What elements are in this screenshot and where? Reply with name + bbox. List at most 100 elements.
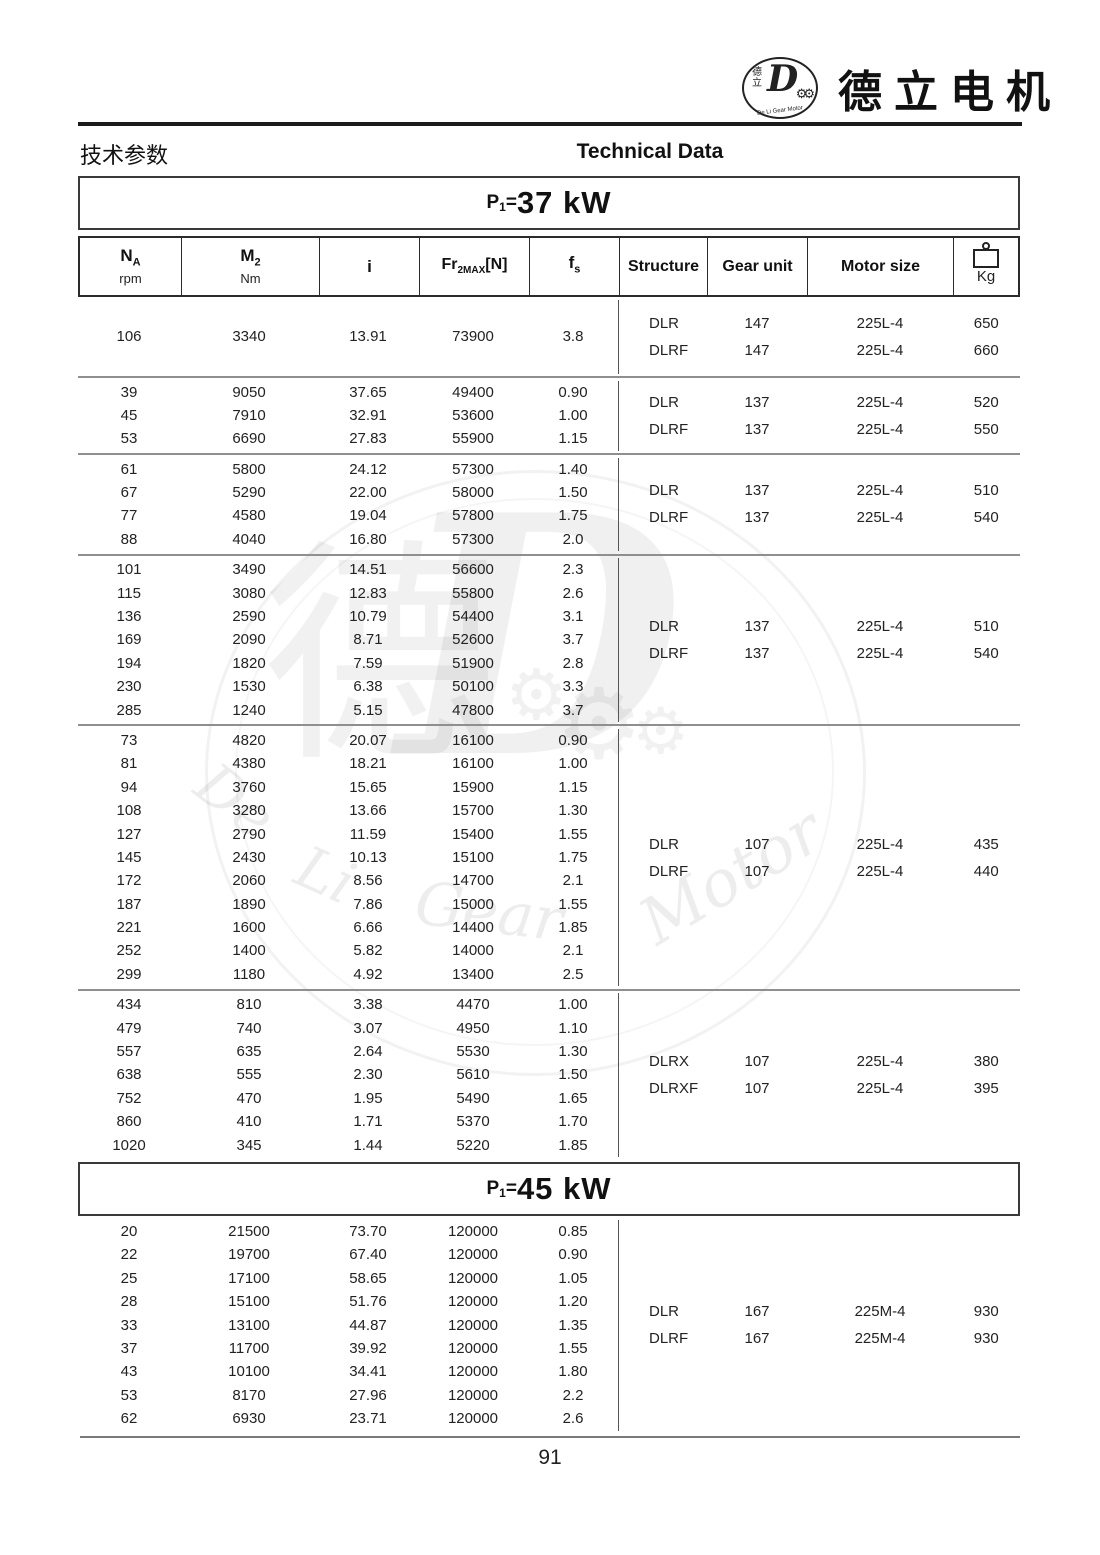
- table-cell: 169: [116, 631, 142, 649]
- table-cell: 6930: [232, 1410, 266, 1428]
- structure-cell: DLRF: [649, 862, 689, 880]
- table-cell: 1.05: [558, 1269, 588, 1287]
- structure-cell: 660: [973, 341, 999, 359]
- power-equals: =: [505, 192, 517, 213]
- table-cell: 37.65: [349, 383, 387, 401]
- structure-cell: 225L-4: [856, 314, 904, 332]
- table-cell: 1.50: [558, 1066, 588, 1084]
- col-na-unit: rpm: [119, 270, 142, 286]
- table-row: 299 1180 4.92 13400 2.5: [78, 963, 618, 986]
- column-header-row: NA rpm M2 Nm i Fr2MAX[N] fs Structure Ge…: [78, 236, 1020, 297]
- table-cell: 3.1: [562, 608, 584, 626]
- table-cell: 120000: [447, 1269, 499, 1287]
- table-row: 557 635 2.64 5530 1.30: [78, 1040, 618, 1063]
- structure-cell: 225L-4: [856, 482, 904, 500]
- table-cell: 1530: [232, 678, 266, 696]
- structure-cell: 540: [973, 509, 999, 527]
- table-cell: 55900: [452, 430, 494, 448]
- data-group: 20 21500 73.70 120000 0.85 22 19700 67.40 120000…: [78, 1218, 1020, 1434]
- table-cell: 1240: [232, 701, 266, 719]
- table-cell: 55800: [452, 584, 494, 602]
- table-cell: 57800: [452, 507, 494, 525]
- table-cell: 172: [116, 872, 142, 890]
- table-row: 1020 345 1.44 5220 1.85: [78, 1134, 618, 1157]
- table-cell: 860: [116, 1113, 142, 1131]
- table-cell: 2.8: [562, 654, 584, 672]
- table-row: 28 15100 51.76 120000 1.20: [78, 1290, 618, 1313]
- structure-cell: 167: [744, 1330, 770, 1348]
- table-cell: 5610: [456, 1066, 490, 1084]
- table-row: 81 4380 18.21 16100 1.00: [78, 752, 618, 775]
- section-37kw-groups: 106 3340 13.91 73900 3.8 DLR 147 225L-4 650 DLRF 1…: [78, 297, 1020, 1160]
- table-cell: 11700: [228, 1339, 270, 1357]
- structure-cell: 225L-4: [856, 509, 904, 527]
- structure-cell: DLR: [649, 618, 680, 636]
- table-cell: 0.90: [558, 1246, 588, 1264]
- structure-cell: 225L-4: [856, 1053, 904, 1071]
- structure-cell: 650: [973, 314, 999, 332]
- table-cell: 13.66: [349, 802, 387, 820]
- table-cell: 7910: [232, 406, 266, 424]
- table-cell: 33: [120, 1316, 138, 1334]
- table-cell: 2790: [232, 825, 266, 843]
- table-row: 62 6930 23.71 120000 2.6: [78, 1407, 618, 1430]
- table-row: 77 4580 19.04 57800 1.75: [78, 504, 618, 527]
- table-row: 25 17100 58.65 120000 1.05: [78, 1267, 618, 1290]
- structure-cell: 137: [744, 420, 770, 438]
- table-cell: 15700: [452, 802, 494, 820]
- structure-row: DLRF 107 225L-4 440: [619, 858, 1020, 885]
- table-cell: 16100: [452, 731, 494, 749]
- table-cell: 9050: [232, 383, 266, 401]
- table-cell: 5290: [232, 484, 266, 502]
- table-row: 172 2060 8.56 14700 2.1: [78, 869, 618, 892]
- table-cell: 1.50: [558, 484, 588, 502]
- table-cell: 1.00: [558, 406, 588, 424]
- table-cell: 73900: [452, 327, 494, 345]
- data-group: 39 9050 37.65 49400 0.90 45 7910 32.91 53600 1.00…: [78, 378, 1020, 453]
- table-cell: 8170: [232, 1386, 266, 1404]
- table-row: 45 7910 32.91 53600 1.00: [78, 404, 618, 427]
- power-equals: =: [505, 1177, 517, 1199]
- table-row: 108 3280 13.66 15700 1.30: [78, 799, 618, 822]
- table-row: 61 5800 24.12 57300 1.40: [78, 458, 618, 481]
- table-cell: 43: [120, 1363, 138, 1381]
- table-cell: 19.04: [349, 507, 387, 525]
- structure-cell: 107: [744, 862, 770, 880]
- table-cell: 39: [120, 383, 138, 401]
- table-cell: 11.59: [349, 825, 387, 843]
- structure-row: DLR 167 225M-4 930: [619, 1298, 1020, 1325]
- table-cell: 53: [120, 430, 138, 448]
- table-row: 194 1820 7.59 51900 2.8: [78, 652, 618, 675]
- structure-cell: DLRF: [649, 420, 689, 438]
- col-m2-base: M: [240, 246, 255, 266]
- table-cell: 120000: [447, 1339, 499, 1357]
- table-row: 101 3490 14.51 56600 2.3: [78, 558, 618, 581]
- table-cell: 2060: [232, 872, 266, 890]
- structure-cell: 510: [973, 482, 999, 500]
- table-cell: 2.5: [562, 965, 584, 983]
- table-cell: 15100: [452, 848, 494, 866]
- table-cell: 479: [116, 1019, 142, 1037]
- table-cell: 13.91: [349, 327, 387, 345]
- table-cell: 120000: [447, 1223, 499, 1240]
- logo-cn-text: 德立: [752, 67, 762, 89]
- table-cell: 13100: [228, 1316, 270, 1334]
- table-cell: 88: [120, 530, 138, 548]
- table-cell: 1.55: [558, 825, 588, 843]
- col-kg-label: Kg: [976, 268, 996, 285]
- table-cell: 285: [116, 701, 142, 719]
- table-cell: 25: [120, 1269, 138, 1287]
- table-cell: 3080: [232, 584, 266, 602]
- table-cell: 16.80: [349, 530, 387, 548]
- table-cell: 120000: [447, 1410, 499, 1428]
- table-cell: 115: [117, 584, 141, 602]
- table-cell: 13400: [452, 965, 494, 983]
- structure-cell: 225L-4: [856, 645, 904, 663]
- structure-row: DLRF 137 225L-4 540: [619, 640, 1020, 667]
- table-row: 479 740 3.07 4950 1.10: [78, 1017, 618, 1040]
- table-cell: 5800: [232, 460, 266, 478]
- table-cell: 62: [120, 1410, 138, 1428]
- table-row: 145 2430 10.13 15100 1.75: [78, 846, 618, 869]
- table-row: 115 3080 12.83 55800 2.6: [78, 582, 618, 605]
- table-cell: 470: [236, 1089, 262, 1107]
